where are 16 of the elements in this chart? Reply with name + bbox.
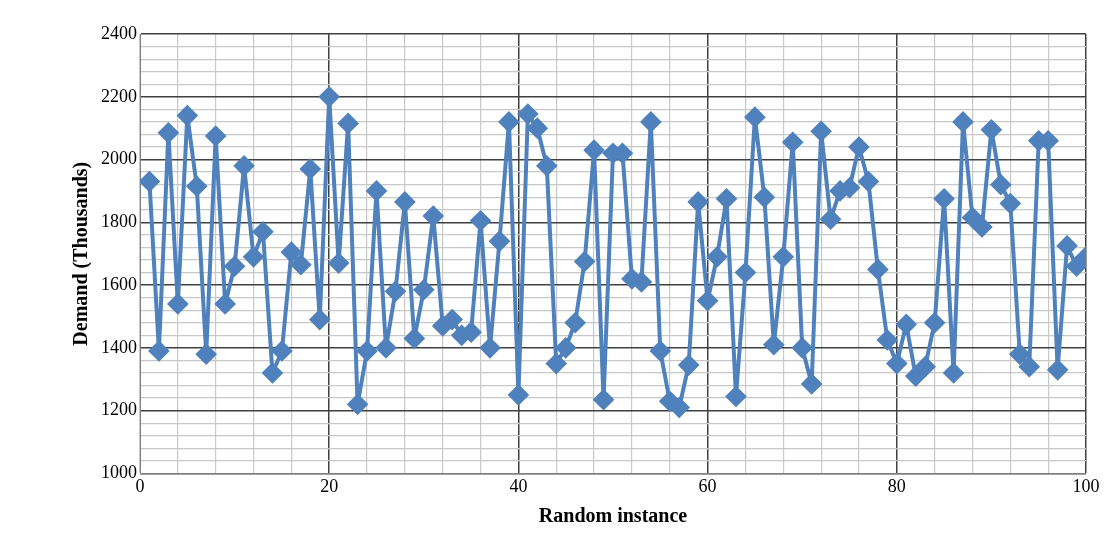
x-tick-label: 20 bbox=[320, 475, 339, 496]
y-tick-label: 1200 bbox=[101, 399, 137, 420]
y-tick-label: 2400 bbox=[101, 22, 137, 43]
y-tick-label: 1600 bbox=[101, 273, 137, 294]
y-tick-label: 1000 bbox=[101, 462, 137, 483]
x-tick-label: 40 bbox=[509, 475, 528, 496]
y-tick-label: 2000 bbox=[101, 148, 137, 169]
x-tick-label: 0 bbox=[135, 475, 145, 496]
y-tick-label: 1400 bbox=[101, 336, 137, 357]
y-tick-label: 1800 bbox=[101, 211, 137, 232]
x-tick-label: 60 bbox=[698, 475, 717, 496]
x-tick-label: 80 bbox=[887, 475, 906, 496]
y-axis-title: Demand (Thousands) bbox=[69, 161, 93, 346]
x-tick-label: 100 bbox=[1072, 475, 1100, 496]
y-tick-label: 2200 bbox=[101, 85, 137, 106]
x-axis-title: Random instance bbox=[538, 504, 688, 527]
